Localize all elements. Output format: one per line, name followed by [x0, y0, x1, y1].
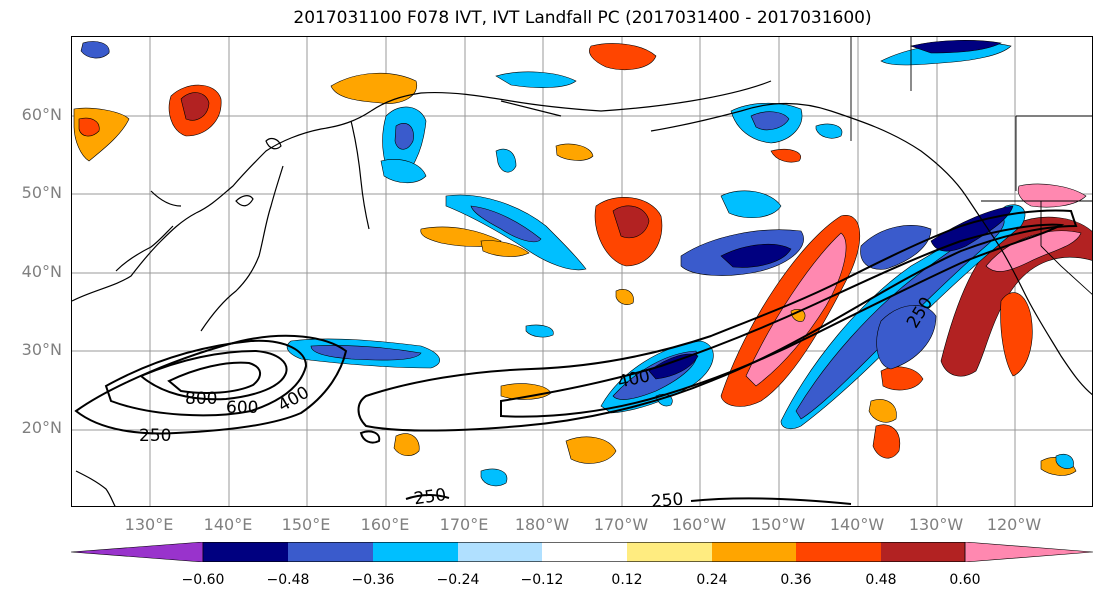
colorbar-tick-9: 0.48 [865, 572, 897, 588]
contour-label-250-west: 250 [139, 426, 171, 446]
colorbar-segment-1 [203, 542, 288, 562]
colorbar-segment-below [71, 542, 204, 562]
ivt-map: 800 600 400 250 400 250 250 250 [72, 37, 1092, 507]
lon-label-130w: 130°W [908, 515, 964, 534]
colorbar-segment-8 [796, 542, 881, 562]
borders [850, 37, 1092, 295]
contour-label-250-south-mid: 250 [413, 485, 448, 507]
colorbar-tick-4: −0.24 [436, 572, 480, 588]
colorbar-segment-5 [542, 542, 627, 562]
colorbar-segment-6 [627, 542, 712, 562]
lat-label-20n: 20°N [21, 418, 62, 437]
lat-label-60n: 60°N [21, 105, 62, 124]
colorbar-tick-7: 0.24 [696, 572, 728, 588]
map-title: 2017031100 F078 IVT, IVT Landfall PC (20… [293, 8, 872, 28]
lon-label-130e: 130°E [124, 515, 174, 534]
colorbar-tick-5: −0.12 [520, 572, 564, 588]
colorbar-tick-10: 0.60 [949, 572, 981, 588]
colorbar-segment-4 [458, 542, 542, 562]
lon-label-140w: 140°W [829, 515, 885, 534]
colorbar-tick-2: −0.48 [266, 572, 310, 588]
lon-label-120w: 120°W [986, 515, 1042, 534]
lon-label-160w: 160°W [671, 515, 727, 534]
colorbar-tick-1: −0.60 [181, 572, 225, 588]
lon-label-140e: 140°E [203, 515, 253, 534]
lat-label-30n: 30°N [21, 340, 62, 359]
colorbar [71, 542, 1094, 562]
lon-label-160e: 160°E [360, 515, 410, 534]
lon-label-170e: 170°E [439, 515, 489, 534]
contour-label-800: 800 [185, 389, 217, 409]
colorbar-segment-9 [881, 542, 965, 562]
lon-label-180w: 180°W [514, 515, 570, 534]
lat-label-50n: 50°N [21, 183, 62, 202]
contour-label-250-south-east: 250 [650, 490, 684, 507]
lat-label-40n: 40°N [21, 262, 62, 281]
coastlines [72, 80, 1092, 506]
lon-label-150e: 150°E [281, 515, 331, 534]
colorbar-tick-3: −0.36 [351, 572, 395, 588]
colorbar-segment-above [964, 542, 1094, 562]
ivt-contours [74, 209, 1078, 505]
colorbar-tick-8: 0.36 [780, 572, 812, 588]
colorbar-outline [202, 542, 966, 562]
lon-label-150w: 150°W [750, 515, 806, 534]
positive-anomalies [73, 43, 1092, 476]
map-panel: 800 600 400 250 400 250 250 250 [71, 36, 1093, 507]
contour-label-600: 600 [226, 398, 258, 418]
lon-label-170w: 170°W [593, 515, 649, 534]
colorbar-segment-7 [712, 542, 796, 562]
colorbar-segment-3 [373, 542, 458, 562]
colorbar-tick-6: 0.12 [611, 572, 643, 588]
colorbar-segment-2 [288, 542, 373, 562]
